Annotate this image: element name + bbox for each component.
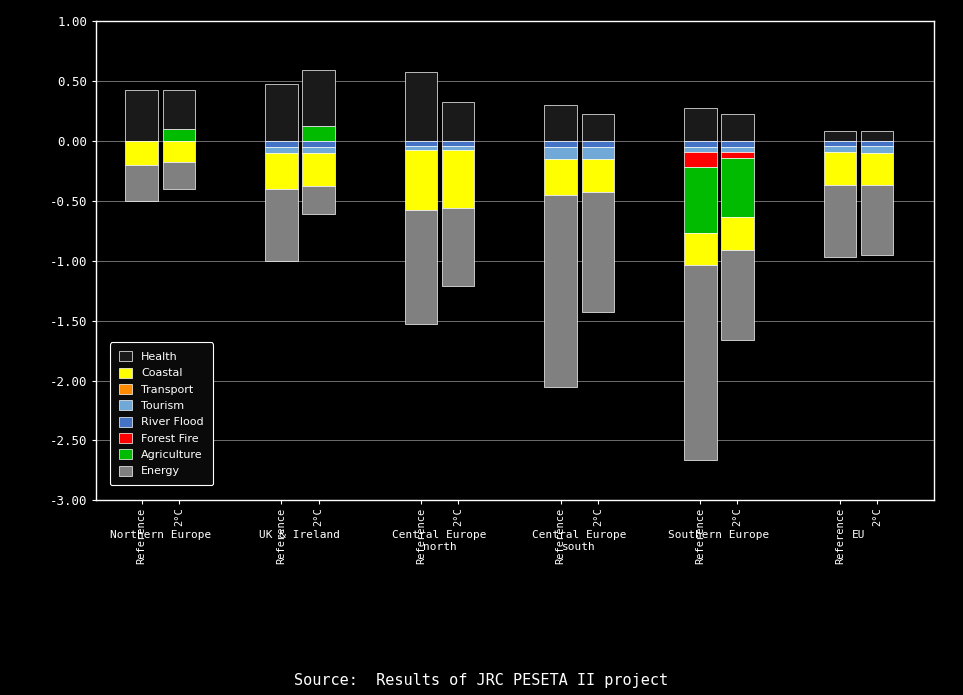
Bar xyxy=(265,84,298,140)
Bar xyxy=(721,158,754,218)
Text: Central Europe
north: Central Europe north xyxy=(392,530,487,552)
Bar xyxy=(684,140,716,147)
Bar xyxy=(302,70,335,126)
Bar xyxy=(861,140,894,145)
Bar xyxy=(582,193,614,312)
Bar xyxy=(861,145,894,153)
Bar xyxy=(125,90,158,140)
Bar xyxy=(404,140,437,145)
Bar xyxy=(265,147,298,153)
Bar xyxy=(404,211,437,324)
Bar xyxy=(544,147,577,158)
Bar xyxy=(861,153,894,185)
Bar xyxy=(163,129,195,140)
Bar xyxy=(823,152,856,185)
Bar xyxy=(544,195,577,386)
Bar xyxy=(442,102,475,140)
Bar xyxy=(125,165,158,201)
Bar xyxy=(582,140,614,147)
Bar xyxy=(163,140,195,163)
Bar xyxy=(684,167,716,233)
Bar xyxy=(125,140,158,165)
Bar xyxy=(163,90,195,129)
Text: Southern Europe: Southern Europe xyxy=(668,530,769,541)
Bar xyxy=(442,140,475,145)
Bar xyxy=(861,131,894,140)
Bar xyxy=(302,153,335,186)
Bar xyxy=(721,115,754,140)
Bar xyxy=(684,108,716,140)
Bar xyxy=(684,265,716,459)
Bar xyxy=(404,72,437,140)
Bar xyxy=(721,152,754,158)
Text: Source:  Results of JRC PESETA II project: Source: Results of JRC PESETA II project xyxy=(295,673,668,688)
Bar xyxy=(302,126,335,140)
Bar xyxy=(265,188,298,261)
Bar xyxy=(721,218,754,250)
Bar xyxy=(404,145,437,150)
Bar xyxy=(544,105,577,140)
Bar xyxy=(544,140,577,147)
Bar xyxy=(582,147,614,158)
Text: UK & Ireland: UK & Ireland xyxy=(259,530,341,541)
Bar xyxy=(823,185,856,257)
Text: EU: EU xyxy=(851,530,865,541)
Bar xyxy=(404,150,437,211)
Bar xyxy=(442,208,475,286)
Bar xyxy=(302,140,335,147)
Bar xyxy=(302,186,335,214)
Bar xyxy=(265,153,298,188)
Bar xyxy=(823,140,856,145)
Bar xyxy=(823,145,856,152)
Bar xyxy=(442,150,475,208)
Bar xyxy=(684,152,716,167)
Bar xyxy=(684,233,716,265)
Bar xyxy=(721,140,754,147)
Bar xyxy=(823,131,856,140)
Bar xyxy=(163,163,195,188)
Bar xyxy=(721,147,754,152)
Bar xyxy=(265,140,298,147)
Text: Central Europe
south: Central Europe south xyxy=(532,530,627,552)
Bar xyxy=(544,158,577,195)
Bar xyxy=(442,145,475,150)
Legend: Health, Coastal, Transport, Tourism, River Flood, Forest Fire, Agriculture, Ener: Health, Coastal, Transport, Tourism, Riv… xyxy=(110,343,213,485)
Text: Northern Europe: Northern Europe xyxy=(110,530,211,541)
Bar xyxy=(721,250,754,340)
Bar xyxy=(302,147,335,153)
Bar xyxy=(582,115,614,140)
Bar xyxy=(684,147,716,152)
Bar xyxy=(582,158,614,193)
Bar xyxy=(861,185,894,254)
